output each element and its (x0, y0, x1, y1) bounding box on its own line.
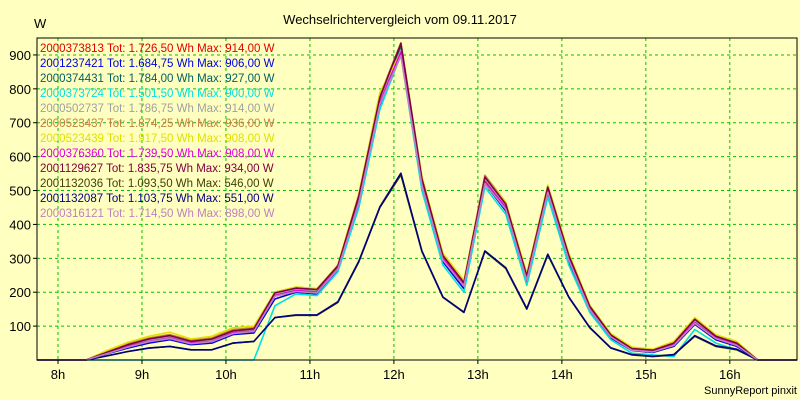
footer-credit: SunnyReport pinxit (704, 385, 797, 397)
x-tick-label: 16h (719, 367, 741, 382)
y-tick-label: 600 (9, 150, 31, 165)
y-tick-label: 200 (9, 285, 31, 300)
grid (37, 38, 797, 360)
legend-entry: 2000523439 Tot: 1.917,50 Wh Max: 908,00 … (40, 133, 275, 145)
series-line (37, 172, 797, 361)
y-tick-label: 500 (9, 184, 31, 199)
legend-entry: 2000373724 Tot: 1.501,50 Wh Max: 900,00 … (40, 88, 275, 100)
x-tick-label: 8h (51, 367, 65, 382)
x-axis-ticks: 8h 9h 10h 11h 12h 13h 14h 15h 16h (51, 360, 741, 382)
legend-entry: 2000373813 Tot: 1.726,50 Wh Max: 914,00 … (40, 43, 275, 55)
legend: 2000373813 Tot: 1.726,50 Wh Max: 914,00 … (40, 43, 275, 220)
series-line (37, 54, 797, 361)
y-tick-label: 900 (9, 48, 31, 63)
legend-entry: 2001132036 Tot: 1.093,50 Wh Max: 546,00 … (40, 178, 274, 190)
x-tick-label: 10h (215, 367, 237, 382)
chart-title: Wechselrichtervergleich vom 09.11.2017 (283, 12, 517, 27)
x-tick-label: 15h (635, 367, 657, 382)
series-lines (37, 41, 797, 361)
y-axis-ticks: 100 200 300 400 500 600 700 800 900 (9, 48, 37, 334)
legend-entry: 2000502737 Tot: 1.786,75 Wh Max: 914,00 … (40, 103, 275, 115)
x-tick-label: 11h (300, 367, 321, 382)
legend-entry: 2001132087 Tot: 1.103,75 Wh Max: 551,00 … (40, 193, 274, 205)
series-line (37, 42, 797, 361)
legend-entry: 2000523437 Tot: 1.874,25 Wh Max: 936,00 … (40, 118, 275, 130)
x-tick-label: 13h (467, 367, 489, 382)
legend-entry: 2001237421 Tot: 1.684,75 Wh Max: 906,00 … (40, 58, 275, 70)
x-tick-label: 12h (383, 367, 405, 382)
y-tick-label: 700 (9, 116, 31, 131)
legend-entry: 2000316121 Tot: 1.714,50 Wh Max: 898,00 … (40, 208, 275, 220)
y-tick-label: 800 (9, 82, 31, 97)
y-axis-label: W (34, 16, 47, 31)
legend-entry: 2000376360 Tot: 1.739,50 Wh Max: 908,00 … (40, 148, 275, 160)
legend-entry: 2001129627 Tot: 1.835,75 Wh Max: 934,00 … (40, 163, 274, 175)
y-tick-label: 300 (9, 251, 31, 266)
plot-frame (36, 37, 798, 361)
x-tick-label: 14h (551, 367, 573, 382)
y-tick-label: 400 (9, 217, 31, 232)
legend-entry: 2000374431 Tot: 1.784,00 Wh Max: 927,00 … (40, 73, 275, 85)
x-tick-label: 9h (135, 367, 149, 382)
y-tick-label: 100 (9, 319, 31, 334)
